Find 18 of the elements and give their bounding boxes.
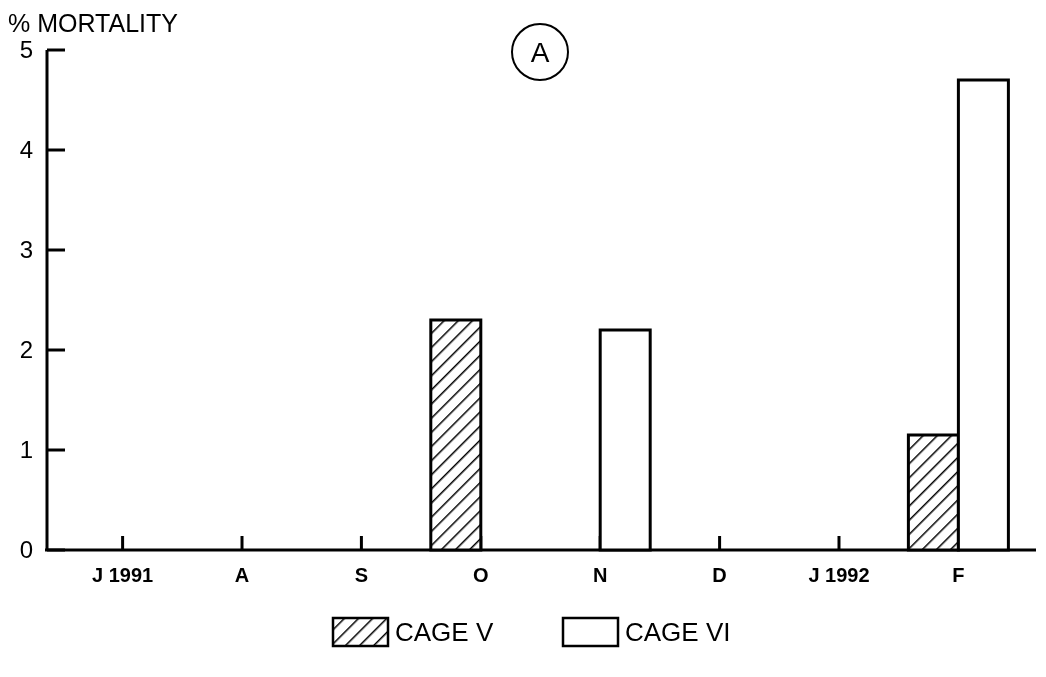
x-tick-label: F xyxy=(952,564,965,586)
x-tick-label: O xyxy=(473,564,489,586)
x-tick-label: S xyxy=(354,564,369,586)
y-tick-label: 2 xyxy=(19,336,33,364)
y-tick-label: 1 xyxy=(19,436,33,464)
x-tick-label: D xyxy=(712,564,727,586)
x-tick-label: A xyxy=(234,564,250,586)
y-tick-label: 5 xyxy=(19,36,33,64)
x-tick-label: N xyxy=(592,564,608,586)
y-tick-label: 4 xyxy=(19,136,33,164)
legend-label: CAGE VI xyxy=(625,617,731,648)
x-tick-label: J 1992 xyxy=(808,564,870,586)
chart-title: A xyxy=(530,37,550,68)
x-tick-label: J 1991 xyxy=(92,564,154,586)
y-axis-title: % MORTALITY xyxy=(8,9,179,37)
y-tick-label: 0 xyxy=(19,536,33,564)
y-tick-label: 3 xyxy=(19,236,33,264)
legend-label: CAGE V xyxy=(395,617,494,648)
